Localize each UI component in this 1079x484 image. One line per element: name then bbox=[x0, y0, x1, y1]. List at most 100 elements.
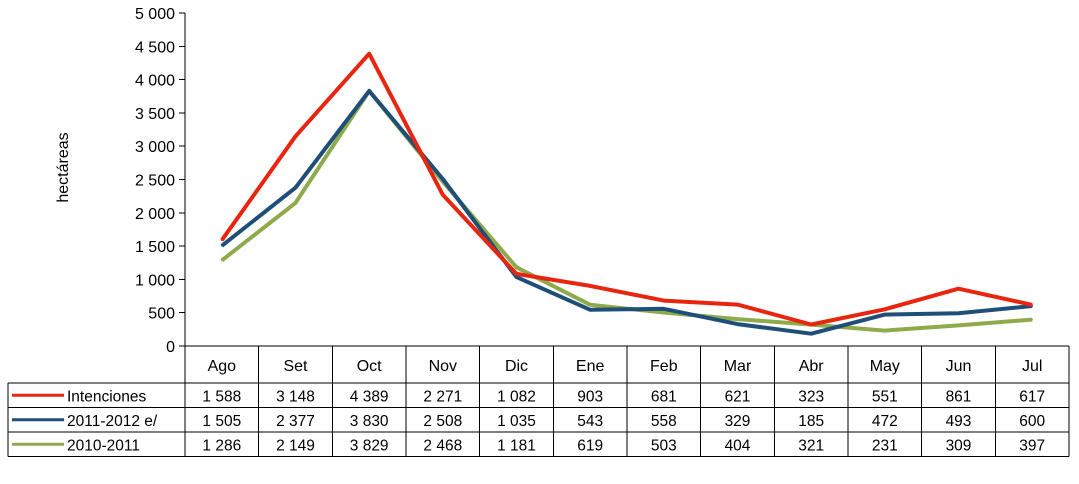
table-cell: 1 082 bbox=[497, 388, 536, 405]
y-tick-label: 3 500 bbox=[135, 106, 175, 123]
table-cell: 404 bbox=[725, 437, 751, 454]
category-label: Feb bbox=[650, 358, 678, 375]
table-cell: 4 389 bbox=[350, 388, 389, 405]
y-tick-label: 5 000 bbox=[135, 6, 175, 23]
table-cell: 231 bbox=[872, 437, 898, 454]
data-point bbox=[221, 244, 223, 247]
category-label: Oct bbox=[357, 358, 382, 375]
data-point bbox=[515, 276, 518, 278]
table-cell: 551 bbox=[872, 388, 898, 405]
table-cell: 3 829 bbox=[350, 437, 389, 454]
y-tick-label: 1 500 bbox=[135, 239, 175, 256]
data-point bbox=[221, 259, 223, 262]
table-cell: 1 505 bbox=[202, 413, 241, 430]
data-point bbox=[368, 52, 370, 55]
table-cell: 681 bbox=[651, 388, 677, 405]
table-cell: 185 bbox=[798, 413, 824, 430]
legend-label: Intenciones bbox=[67, 388, 147, 405]
category-label: Abr bbox=[799, 358, 825, 375]
table-cell: 1 286 bbox=[202, 437, 241, 454]
y-tick-label: 4 500 bbox=[135, 39, 175, 56]
table-cell: 619 bbox=[577, 437, 603, 454]
legend-label: 2011-2012 e/ bbox=[67, 413, 158, 430]
table-grid bbox=[7, 12, 1070, 457]
y-tick-label: 500 bbox=[148, 306, 175, 323]
data-point bbox=[957, 287, 960, 290]
category-label: Jun bbox=[946, 358, 972, 375]
data-point bbox=[810, 332, 812, 335]
data-point bbox=[884, 313, 886, 316]
data-point bbox=[294, 186, 297, 189]
data-point bbox=[957, 324, 960, 327]
category-label: Nov bbox=[429, 358, 457, 375]
table-cell: 1 035 bbox=[497, 413, 536, 430]
data-point bbox=[663, 299, 665, 302]
table-cell: 558 bbox=[651, 413, 677, 430]
y-tick-label: 1 000 bbox=[135, 272, 175, 289]
table-cell: 2 149 bbox=[276, 437, 315, 454]
data-point bbox=[736, 323, 739, 325]
category-label: Mar bbox=[724, 358, 752, 375]
table-cell: 309 bbox=[946, 437, 972, 454]
data-point bbox=[736, 303, 739, 306]
y-tick-label: 3 000 bbox=[135, 139, 175, 156]
table-cell: 3 830 bbox=[350, 413, 389, 430]
data-point bbox=[663, 311, 665, 314]
series-line bbox=[220, 51, 1033, 327]
data-point bbox=[368, 90, 370, 92]
table-cell: 2 468 bbox=[423, 437, 462, 454]
table-cell: 2 271 bbox=[423, 388, 462, 405]
data-point bbox=[589, 309, 591, 311]
table-cell: 503 bbox=[651, 437, 677, 454]
category-label: Jul bbox=[1022, 358, 1042, 375]
data-point bbox=[1031, 304, 1033, 306]
data-point bbox=[515, 266, 518, 269]
table-cell: 543 bbox=[577, 413, 603, 430]
category-label: Ago bbox=[208, 358, 237, 375]
table-cell: 617 bbox=[1019, 388, 1045, 405]
table-cell: 903 bbox=[577, 388, 603, 405]
data-point bbox=[589, 303, 591, 306]
table-cell: 861 bbox=[946, 388, 972, 405]
y-tick-label: 2 000 bbox=[135, 206, 175, 223]
table-cell: 3 148 bbox=[276, 388, 315, 405]
data-point bbox=[221, 239, 223, 242]
data-point bbox=[589, 285, 591, 287]
y-tick-label: 4 000 bbox=[135, 73, 175, 90]
legend-label: 2010-2011 bbox=[67, 437, 140, 454]
data-point bbox=[736, 318, 739, 320]
table-cell: 323 bbox=[798, 388, 824, 405]
table-cell: 2 508 bbox=[423, 413, 462, 430]
table-cell: 321 bbox=[798, 437, 824, 454]
chart-text: 0 500 1 000 1 500 2 000 2 500 3 000 3 500 4 000 4… bbox=[55, 6, 1045, 454]
data-point bbox=[957, 312, 960, 314]
y-tick-label: 2 500 bbox=[135, 173, 175, 190]
table-cell: 472 bbox=[872, 413, 898, 430]
y-axis-label: hectáreas bbox=[55, 132, 72, 202]
data-point bbox=[442, 193, 444, 196]
data-point bbox=[515, 273, 518, 275]
category-label: Set bbox=[283, 358, 308, 375]
y-tick-label: 0 bbox=[166, 339, 175, 356]
table-cell: 1 181 bbox=[497, 437, 536, 454]
data-point bbox=[663, 308, 665, 310]
data-point bbox=[884, 308, 886, 311]
table-cell: 493 bbox=[946, 413, 972, 430]
data-point bbox=[442, 178, 444, 180]
data-point bbox=[294, 135, 297, 138]
table-cell: 621 bbox=[725, 388, 751, 405]
table-cell: 600 bbox=[1019, 413, 1045, 430]
table-cell: 397 bbox=[1019, 437, 1045, 454]
data-point bbox=[1031, 318, 1033, 321]
data-point bbox=[884, 329, 886, 332]
table-cell: 329 bbox=[725, 413, 751, 430]
series-line bbox=[220, 88, 1033, 336]
data-point bbox=[810, 323, 812, 326]
series-lines bbox=[220, 51, 1033, 336]
data-point bbox=[294, 202, 297, 204]
category-label: Dic bbox=[505, 358, 528, 375]
category-label: May bbox=[870, 358, 900, 375]
table-cell: 1 588 bbox=[202, 388, 241, 405]
category-label: Ene bbox=[576, 358, 605, 375]
